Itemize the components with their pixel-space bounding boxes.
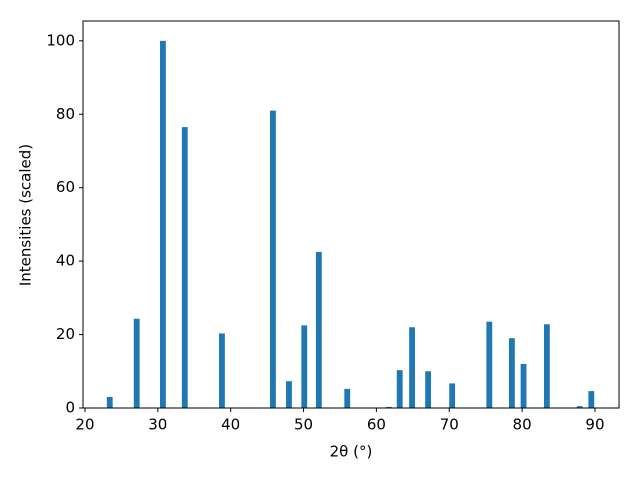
bar bbox=[385, 406, 392, 408]
bar bbox=[315, 251, 322, 408]
bar bbox=[409, 327, 416, 408]
bar bbox=[543, 324, 550, 408]
axes-frame bbox=[82, 20, 620, 409]
x-tick-label: 40 bbox=[221, 416, 240, 434]
bar bbox=[270, 110, 276, 408]
bar bbox=[301, 325, 308, 408]
bar bbox=[508, 338, 515, 408]
x-axis-label: 2θ (°) bbox=[330, 443, 373, 461]
bar bbox=[219, 333, 225, 408]
bar bbox=[576, 406, 583, 408]
bar bbox=[286, 381, 292, 408]
y-tick-label: 0 bbox=[65, 399, 75, 417]
bar bbox=[106, 396, 113, 408]
bar bbox=[344, 388, 351, 408]
bar bbox=[520, 363, 527, 408]
x-tick-label: 70 bbox=[440, 416, 459, 434]
y-tick-label: 20 bbox=[56, 325, 75, 343]
bar bbox=[160, 40, 166, 408]
y-tick-label: 60 bbox=[56, 178, 75, 196]
bar bbox=[133, 318, 140, 408]
x-tick-label: 50 bbox=[294, 416, 313, 434]
y-tick-label: 40 bbox=[56, 252, 75, 270]
x-tick-label: 80 bbox=[513, 416, 532, 434]
x-tick-label: 60 bbox=[367, 416, 386, 434]
bar bbox=[588, 391, 595, 408]
bar bbox=[181, 127, 188, 408]
x-tick-label: 20 bbox=[75, 416, 94, 434]
y-axis-label: Intensities (scaled) bbox=[17, 144, 35, 286]
bar bbox=[425, 371, 432, 408]
y-tick-label: 100 bbox=[46, 31, 75, 49]
bar bbox=[449, 383, 456, 408]
y-tick-label: 80 bbox=[56, 105, 75, 123]
x-tick-label: 90 bbox=[585, 416, 604, 434]
bar bbox=[486, 321, 493, 408]
x-tick-label: 30 bbox=[148, 416, 167, 434]
bar bbox=[396, 370, 403, 408]
